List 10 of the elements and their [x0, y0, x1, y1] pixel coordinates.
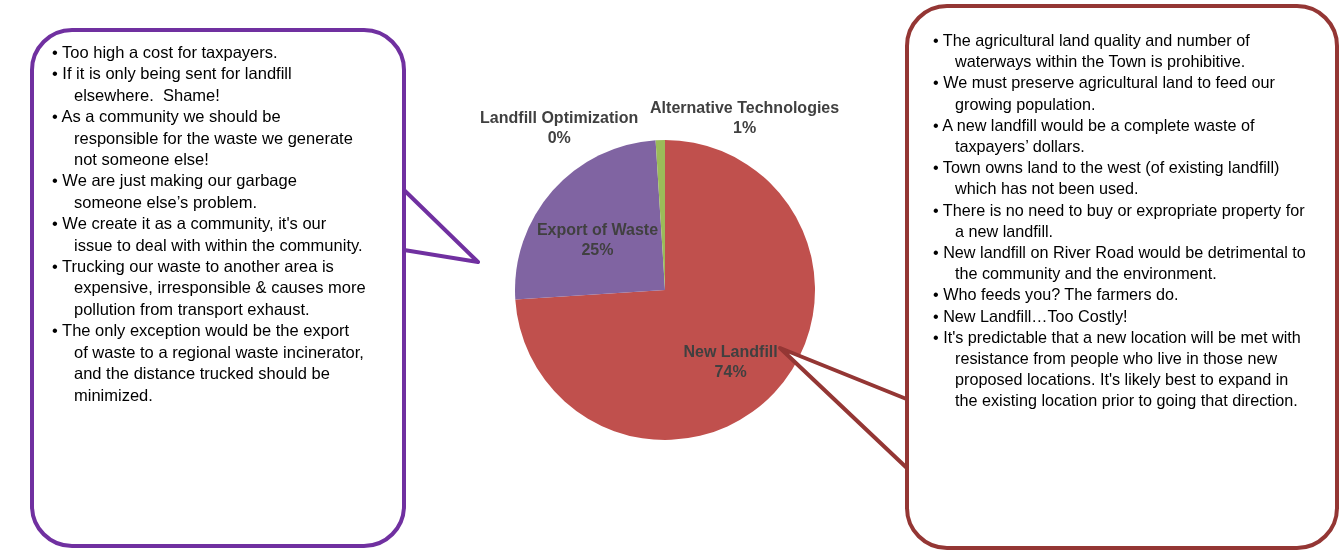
data-label: 74%: [714, 362, 747, 380]
slice-label: Alternative Technologies: [650, 99, 840, 117]
data-label: 25%: [581, 241, 614, 259]
slice-label: New Landfill: [683, 342, 778, 360]
callout-box: • The agricultural land quality and number of waterways within the Town is prohibitive. • We must preserve agricultural land to feed our growing population. • A new landfill would be a complete waste of taxpayers’ dollars. • Town owns land to the west (of existing landfill) which has not been used. • There is no need to buy or expropriate property for a new landfill. • New landfill on River Road would be detrimental to the community and the environment. • Who feeds you? The farmers do. • New Landfill…Too Costly! • It's predictable that a new location will be met with resistance from people who live in those new proposed locations. It's likely best to expand in the existing location prior to going that direction.: [905, 4, 1339, 550]
data-label: 1%: [733, 119, 757, 137]
slice-label: Export of Waste: [536, 221, 659, 239]
text: 0%: [547, 129, 571, 147]
category-label: Landfill Optimization: [480, 109, 639, 127]
callout-box: • Too high a cost for taxpayers. • If it is only being sent for landfill elsewhere. Shame! • As a community we should be responsible for the waste we generate not someone else! • We are just making our garbage someone else’s problem. • We create it as a community, it's our issue to deal with within the community. • Trucking our waste to another area is expensive, irresponsible & causes more pollution from transport exhaust. • The only exception would be the export of waste to a regional waste incinerator, and the distance trucked should be minimized.: [30, 28, 406, 548]
